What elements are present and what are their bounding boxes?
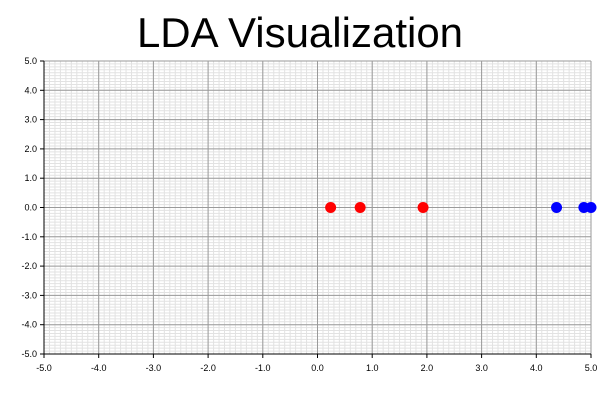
data-point	[354, 202, 366, 213]
y-tick-label: -5.0	[21, 349, 37, 359]
x-tick-label: 2.0	[421, 363, 434, 373]
y-tick-label: -4.0	[21, 320, 37, 330]
y-tick-label: 2.0	[24, 144, 37, 154]
y-tick-label: 4.0	[24, 85, 37, 95]
data-points	[325, 202, 597, 213]
y-tick-label: 3.0	[24, 115, 37, 125]
data-point	[551, 202, 563, 213]
y-tick-label: -2.0	[21, 261, 37, 271]
x-axis: -5.0 -4.0 -3.0 -2.0 -1.0 0.0 1.0 2.0 3.0 4.0 5.0	[36, 354, 597, 373]
x-tick-label: -5.0	[36, 363, 52, 373]
x-tick-label: -3.0	[146, 363, 162, 373]
data-point	[585, 202, 597, 213]
x-tick-label: 3.0	[475, 363, 488, 373]
y-tick-label: 0.0	[24, 203, 37, 213]
data-point	[325, 202, 337, 213]
plot-frame	[40, 61, 591, 358]
chart-title: LDA Visualization	[136, 9, 464, 56]
y-tick-label: 1.0	[24, 173, 37, 183]
x-tick-label: 0.0	[311, 363, 324, 373]
x-tick-label: -1.0	[255, 363, 271, 373]
y-tick-label: 5.0	[24, 56, 37, 66]
y-tick-label: -1.0	[21, 232, 37, 242]
x-tick-label: 1.0	[366, 363, 379, 373]
x-tick-label: 5.0	[585, 363, 598, 373]
y-axis: -5.0 -4.0 -3.0 -2.0 -1.0 0.0 1.0 2.0 3.0 4.0 5.0	[21, 56, 44, 359]
data-point	[417, 202, 429, 213]
x-tick-label: 4.0	[530, 363, 543, 373]
y-tick-label: -3.0	[21, 290, 37, 300]
x-tick-label: -4.0	[91, 363, 107, 373]
x-tick-label: -2.0	[200, 363, 216, 373]
